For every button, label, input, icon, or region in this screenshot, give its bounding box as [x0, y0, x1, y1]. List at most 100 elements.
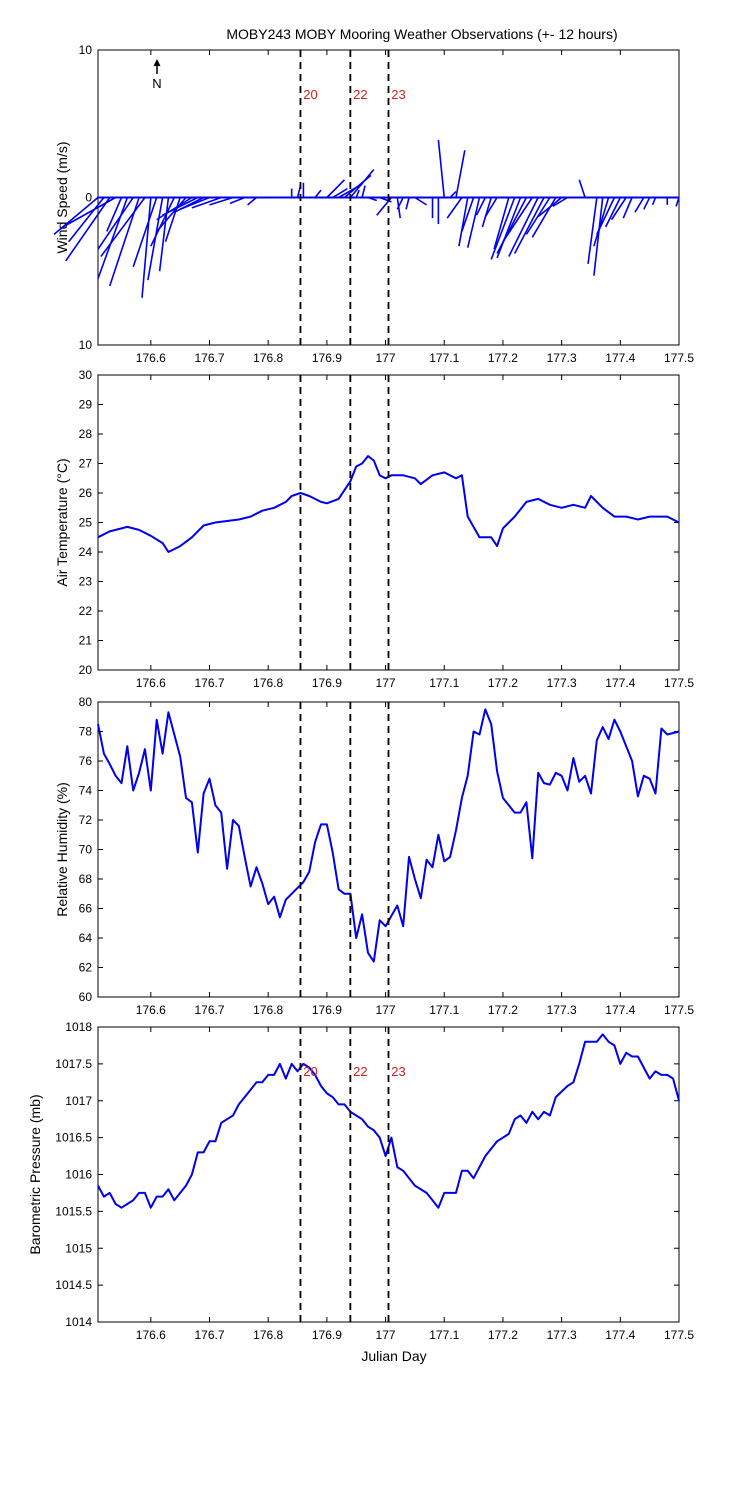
wind-vector	[414, 196, 428, 206]
x-tick-label: 176.9	[312, 351, 342, 365]
wind-vector	[156, 196, 187, 232]
x-tick-label: 177	[376, 1328, 396, 1342]
wind-vector	[132, 197, 158, 268]
x-tick-label: 176.7	[194, 676, 224, 690]
wind-vector	[596, 197, 616, 235]
x-tick-label: 176.8	[253, 1328, 283, 1342]
x-tick-label: 177.1	[429, 676, 459, 690]
wind-vector	[496, 197, 522, 259]
wind-vector	[361, 185, 366, 198]
x-tick-label: 177.2	[488, 676, 518, 690]
wind-vector	[179, 196, 210, 211]
y-tick-label: 66	[79, 902, 93, 916]
y-tick-label: 70	[79, 843, 93, 857]
x-axis-label: Julian Day	[361, 1348, 426, 1364]
wind-vector	[552, 196, 568, 208]
x-tick-label: 176.7	[194, 351, 224, 365]
wind-vector	[97, 197, 129, 279]
panel-3: 176.6 176.7 176.8 176.9 177 177.1 177.2 177.3 17…	[54, 695, 694, 1017]
y-tick-label: 10	[79, 338, 93, 352]
y-tick-label: 30	[79, 368, 93, 382]
wind-vector	[164, 197, 181, 243]
x-tick-label: 177.4	[605, 676, 635, 690]
wind-vector	[229, 196, 246, 205]
y-tick-label: 1016	[65, 1168, 92, 1182]
y-tick-label: 1014	[65, 1315, 92, 1329]
wind-vector	[484, 197, 498, 218]
wind-vector	[622, 197, 633, 219]
panel-1: 176.6 176.7 176.8 176.9 177 177.1 177.2 177.3 17…	[53, 43, 694, 365]
y-tick-label: 74	[79, 784, 93, 798]
wind-vector	[481, 197, 492, 228]
x-tick-label: 177.2	[488, 1003, 518, 1017]
wind-vector	[97, 197, 134, 250]
wind-vector	[173, 196, 204, 213]
y-tick-label: 80	[79, 695, 93, 709]
x-tick-label: 177.5	[664, 676, 694, 690]
y-tick-label: 21	[79, 634, 93, 648]
y-tick-label: 1018	[65, 1020, 92, 1034]
wind-vector	[209, 196, 234, 206]
x-tick-label: 176.7	[194, 1003, 224, 1017]
x-tick-label: 177.1	[429, 351, 459, 365]
series-line	[97, 455, 680, 553]
event-label: 20	[303, 1064, 317, 1079]
y-tick-label: 78	[79, 725, 93, 739]
y-tick-label: 62	[79, 961, 93, 975]
y-tick-label: 22	[79, 604, 93, 618]
x-tick-label: 177.3	[547, 1003, 577, 1017]
wind-vector	[496, 197, 528, 254]
wind-vector	[651, 197, 657, 206]
wind-vector	[455, 150, 466, 198]
y-tick-label: 72	[79, 813, 93, 827]
panel-4: 176.6 176.7 176.8 176.9 177 177.1 177.2 177.3 17…	[27, 1020, 694, 1342]
x-tick-label: 177.2	[488, 351, 518, 365]
y-tick-label: 64	[79, 931, 93, 945]
y-tick-label: 0	[85, 191, 92, 205]
north-arrow-label: N	[152, 76, 161, 91]
x-tick-label: 177.5	[664, 1003, 694, 1017]
y-tick-label: 29	[79, 398, 93, 412]
y-tick-label: 1016.5	[55, 1131, 92, 1145]
event-label: 23	[391, 1064, 405, 1079]
x-tick-label: 177.1	[429, 1328, 459, 1342]
x-tick-label: 176.6	[136, 676, 166, 690]
x-tick-label: 176.9	[312, 676, 342, 690]
x-tick-label: 177.4	[605, 351, 635, 365]
figure-title: MOBY243 MOBY Mooring Weather Observation…	[226, 26, 617, 42]
x-tick-label: 176.8	[253, 676, 283, 690]
wind-vector	[493, 197, 510, 250]
y-tick-label: 1014.5	[55, 1278, 92, 1292]
north-arrow-icon	[153, 59, 161, 74]
wind-vector	[461, 197, 475, 232]
wind-vector	[537, 196, 563, 218]
wind-vector	[100, 197, 146, 257]
x-tick-label: 176.8	[253, 1003, 283, 1017]
x-tick-label: 177.3	[547, 676, 577, 690]
x-tick-label: 177	[376, 1003, 396, 1017]
y-tick-label: 24	[79, 545, 93, 559]
wind-vector	[396, 197, 404, 210]
y-tick-label: 25	[79, 516, 93, 530]
x-tick-label: 177	[376, 676, 396, 690]
wind-vector	[610, 197, 627, 221]
x-tick-label: 176.8	[253, 351, 283, 365]
wind-vector	[513, 197, 545, 254]
wind-vector	[65, 197, 111, 262]
x-tick-label: 176.9	[312, 1003, 342, 1017]
wind-vector	[508, 197, 539, 257]
x-tick-label: 177	[376, 351, 396, 365]
wind-vector	[349, 168, 375, 199]
y-tick-label: 1015.5	[55, 1204, 92, 1218]
wind-vector	[326, 179, 346, 199]
y-tick-label: 1017.5	[55, 1057, 92, 1071]
wind-vector	[141, 197, 152, 298]
y-tick-label: 28	[79, 427, 93, 441]
wind-vector	[502, 197, 533, 243]
wind-vector	[405, 197, 410, 210]
wind-vector	[643, 197, 651, 210]
wind-vector	[593, 197, 610, 247]
x-tick-label: 176.6	[136, 1003, 166, 1017]
x-tick-label: 177.3	[547, 1328, 577, 1342]
